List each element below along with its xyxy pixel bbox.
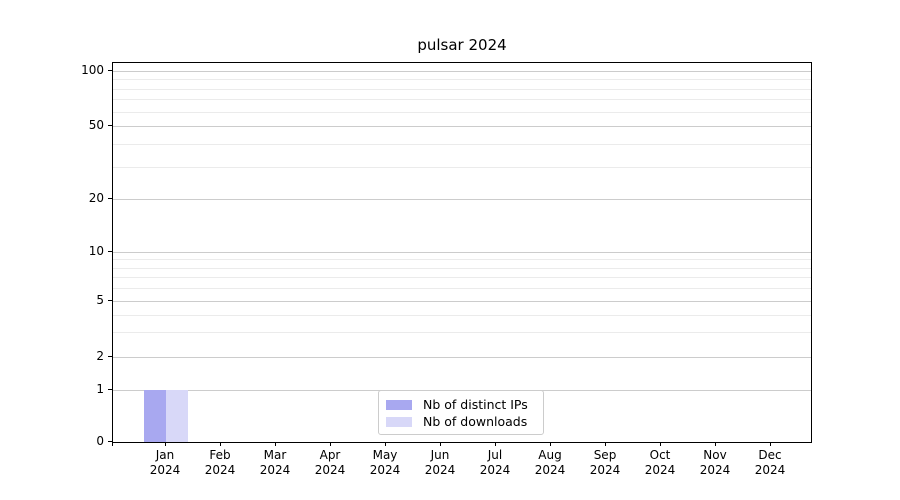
minor-gridline-90 (113, 79, 811, 81)
y-tick-label-100: 100 (81, 63, 104, 77)
x-tick-label-jun: Jun 2024 (424, 448, 456, 477)
bar-nb-of-downloads-jan (166, 390, 188, 442)
major-gridline-50 (113, 126, 811, 127)
plot-area (112, 62, 812, 443)
y-tick-label-10: 10 (88, 244, 104, 258)
legend-label-1: Nb of distinct IPs (423, 397, 528, 412)
legend-swatch-2 (386, 416, 412, 427)
major-gridline-10 (113, 252, 811, 253)
y-tick-mark-1 (108, 389, 112, 390)
x-tick-label-may: May 2024 (369, 448, 401, 477)
x-tick-label-mar: Mar 2024 (259, 448, 291, 477)
x-tick-mark-may (385, 442, 386, 446)
y-tick-label-20: 20 (88, 191, 104, 205)
minor-gridline-8 (113, 267, 811, 269)
minor-gridline-60 (113, 111, 811, 113)
x-tick-mark-jun (440, 442, 441, 446)
minor-gridline-40 (113, 143, 811, 145)
x-tick-mark-oct (660, 442, 661, 446)
x-tick-label-sep: Sep 2024 (589, 448, 621, 477)
y-tick-label-1: 1 (96, 382, 104, 396)
y-tick-mark-20 (108, 198, 112, 199)
x-tick-label-jan: Jan 2024 (149, 448, 181, 477)
legend-item-2: Nb of downloads (386, 413, 535, 430)
y-tick-label-0: 0 (96, 434, 104, 448)
y-tick-label-50: 50 (88, 118, 104, 132)
minor-gridline-9 (113, 259, 811, 261)
x-tick-mark-jan (165, 442, 166, 446)
y-tick-mark-100 (108, 70, 112, 71)
y-tick-label-5: 5 (96, 293, 104, 307)
x-tick-mark-nov (715, 442, 716, 446)
x-tick-mark-sep (605, 442, 606, 446)
x-tick-label-aug: Aug 2024 (534, 448, 566, 477)
bar-nb-of-distinct-ips-jan (144, 390, 166, 442)
y-tick-mark-10 (108, 251, 112, 252)
x-tick-mark-jul (495, 442, 496, 446)
minor-gridline-70 (113, 99, 811, 101)
y-tick-label-2: 2 (96, 349, 104, 363)
major-gridline-100 (113, 71, 811, 72)
x-tick-label-apr: Apr 2024 (314, 448, 346, 477)
x-tick-edge (112, 442, 113, 446)
minor-gridline-30 (113, 166, 811, 168)
x-tick-mark-apr (330, 442, 331, 446)
minor-gridline-6 (113, 288, 811, 290)
minor-gridline-4 (113, 314, 811, 316)
major-gridline-2 (113, 357, 811, 358)
legend-swatch-1 (386, 399, 412, 410)
major-gridline-5 (113, 301, 811, 302)
x-tick-label-oct: Oct 2024 (644, 448, 676, 477)
x-tick-mark-mar (275, 442, 276, 446)
y-tick-mark-0 (108, 441, 112, 442)
legend: Nb of distinct IPs Nb of downloads (378, 390, 544, 435)
major-gridline-20 (113, 199, 811, 200)
minor-gridline-3 (113, 332, 811, 334)
y-tick-mark-2 (108, 356, 112, 357)
x-tick-label-nov: Nov 2024 (699, 448, 731, 477)
x-tick-label-dec: Dec 2024 (754, 448, 786, 477)
minor-gridline-80 (113, 88, 811, 90)
legend-item-1: Nb of distinct IPs (386, 396, 535, 413)
minor-gridline-7 (113, 277, 811, 279)
x-tick-mark-feb (220, 442, 221, 446)
y-tick-mark-5 (108, 300, 112, 301)
y-tick-mark-50 (108, 125, 112, 126)
chart-title: pulsar 2024 (417, 36, 507, 54)
legend-label-2: Nb of downloads (423, 414, 528, 429)
x-tick-label-feb: Feb 2024 (204, 448, 236, 477)
x-tick-mark-aug (550, 442, 551, 446)
x-tick-mark-dec (770, 442, 771, 446)
x-tick-label-jul: Jul 2024 (479, 448, 511, 477)
